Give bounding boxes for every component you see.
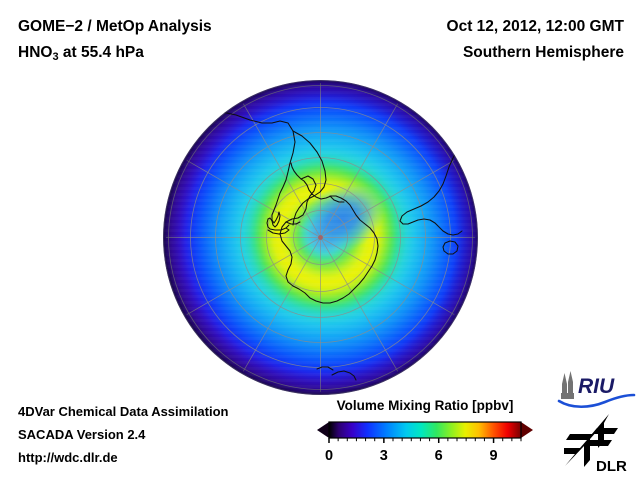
colorbar-tick-label: 9 (489, 448, 498, 464)
dlr-wordmark: DLR (596, 458, 627, 474)
header-title-block: GOME−2 / MetOp Analysis HNO3 at 55.4 hPa (18, 14, 212, 67)
dlr-mark-icon (564, 414, 618, 467)
page-subtitle: HNO3 at 55.4 hPa (18, 40, 212, 67)
colorbar-tick-label: 6 (434, 448, 443, 464)
colorbar-tick-labels: 0 3 6 9 (312, 448, 538, 470)
colorbar-arrow-left (317, 422, 329, 438)
pressure-level-label: at 55.4 hPa (58, 44, 144, 61)
colorbar-tick-label: 3 (379, 448, 388, 464)
globe-field (163, 80, 478, 395)
species-subscript: 3 (52, 51, 59, 63)
riu-logo: RIU (556, 369, 636, 411)
limb-shading (163, 80, 478, 395)
hemisphere-label: Southern Hemisphere (462, 44, 624, 61)
dlr-logo-svg: DLR (564, 414, 627, 475)
globe-map (162, 79, 479, 396)
method-label: 4DVar Chemical Data Assimilation (18, 404, 229, 419)
footer-text-block: 4DVar Chemical Data Assimilation SACADA … (18, 400, 229, 469)
colorbar-tick-label: 0 (324, 448, 334, 464)
dlr-logo: DLR (562, 412, 634, 475)
cathedral-icon (561, 371, 574, 399)
website-url: http://wdc.dlr.de (18, 450, 118, 465)
species-label: HNO (18, 44, 53, 61)
colorbar-gradient (329, 422, 521, 438)
colorbar-title: Volume Mixing Ratio [ppbv] (336, 398, 514, 413)
coastline-southern-africa (193, 368, 227, 378)
colorbar-svg (317, 421, 533, 443)
date-label: Oct 12, 2012, 12:00 GMT (446, 18, 624, 35)
colorbar-arrow-right (521, 422, 533, 438)
riu-logo-svg: RIU (557, 371, 636, 409)
riu-wordmark: RIU (578, 375, 615, 398)
riu-wave-icon (557, 393, 636, 409)
version-label: SACADA Version 2.4 (18, 427, 146, 442)
page-title: GOME−2 / MetOp Analysis (18, 18, 212, 35)
globe-svg (163, 80, 478, 395)
colorbar-frame (328, 421, 522, 439)
globe-outline (163, 80, 478, 395)
colorbar-ticks (328, 438, 522, 443)
colorbar: Volume Mixing Ratio [ppbv] 0 3 6 9 (312, 398, 538, 476)
header-meta-block: Oct 12, 2012, 12:00 GMT Southern Hemisph… (447, 14, 624, 66)
